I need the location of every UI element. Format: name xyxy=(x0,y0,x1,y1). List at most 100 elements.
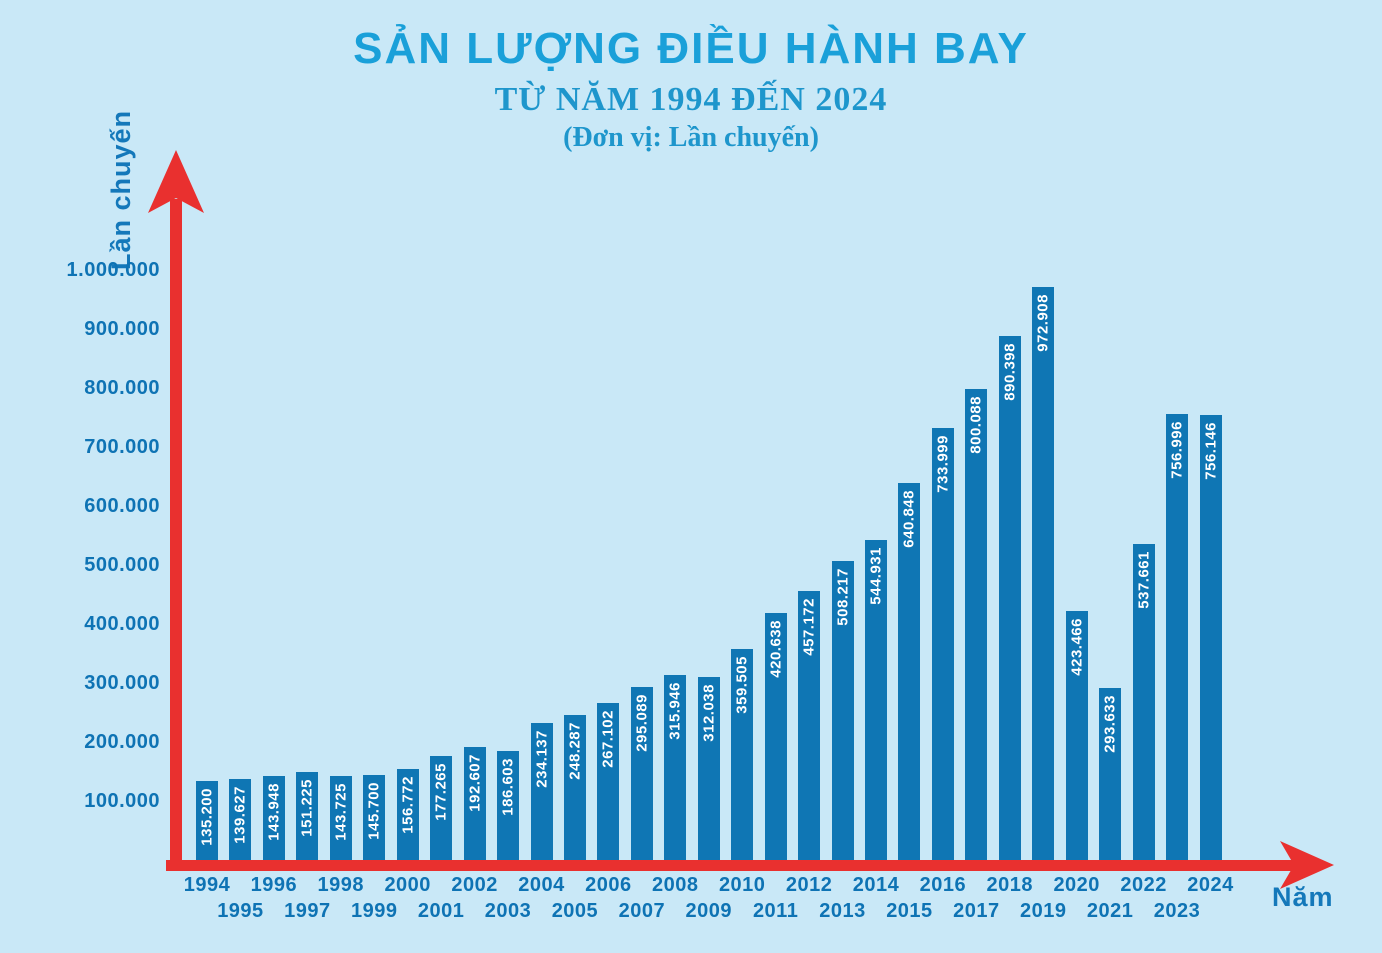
bar-2024: 756.146 xyxy=(1199,414,1222,866)
chart-unit-note: (Đơn vị: Lần chuyến) xyxy=(563,122,819,153)
x-tick-2016: 2016 xyxy=(919,874,967,896)
x-tick-2013: 2013 xyxy=(819,900,866,922)
bar-value-label: 537.661 xyxy=(1135,550,1153,609)
y-axis-line xyxy=(170,199,182,871)
bar-value-label: 267.102 xyxy=(599,710,617,769)
bar-value-label: 972.908 xyxy=(1034,293,1052,352)
bar-2001: 177.265 xyxy=(430,756,453,866)
x-tick-2011: 2011 xyxy=(752,900,799,922)
bar-value-label: 640.848 xyxy=(900,489,918,548)
bar-value-label: 544.931 xyxy=(867,546,885,605)
y-axis-arrow-icon xyxy=(148,150,204,213)
bar-2000: 156.772 xyxy=(396,768,419,866)
chart-header: SẢN LƯỢNG ĐIỀU HÀNH BAY TỪ NĂM 1994 ĐẾN … xyxy=(0,24,1382,154)
x-tick-2024: 2024 xyxy=(1187,874,1234,896)
x-tick-2020: 2020 xyxy=(1053,874,1100,896)
chart-title: SẢN LƯỢNG ĐIỀU HÀNH BAY xyxy=(353,24,1029,73)
bar-value-label: 756.996 xyxy=(1168,421,1186,480)
bar-value-label: 177.265 xyxy=(432,763,450,822)
bar-value-label: 295.089 xyxy=(633,693,651,752)
bar-value-label: 186.603 xyxy=(499,757,517,816)
bar-2003: 186.603 xyxy=(497,750,520,866)
bar-2022: 537.661 xyxy=(1132,543,1155,866)
bar-value-label: 156.772 xyxy=(399,775,417,834)
bar-2011: 420.638 xyxy=(764,612,787,866)
x-tick-1994: 1994 xyxy=(183,874,231,896)
x-tick-2004: 2004 xyxy=(518,874,565,896)
x-tick-2006: 2006 xyxy=(585,874,632,896)
x-axis-title: Năm xyxy=(1272,882,1334,912)
bar-value-label: 145.700 xyxy=(365,782,383,840)
x-tick-1996: 1996 xyxy=(250,874,298,896)
bar-1994: 135.200 xyxy=(196,781,218,866)
bar-value-label: 800.088 xyxy=(967,395,985,454)
bar-value-label: 312.038 xyxy=(700,683,718,742)
bar-value-label: 756.146 xyxy=(1202,421,1219,480)
bar-2013: 508.217 xyxy=(831,561,854,866)
bar-2007: 295.089 xyxy=(630,686,653,866)
bar-2017: 800.088 xyxy=(965,388,988,866)
x-tick-2003: 2003 xyxy=(484,900,532,922)
x-tick-2000: 2000 xyxy=(384,874,431,896)
x-tick-1997: 1997 xyxy=(284,900,331,922)
x-tick-2017: 2017 xyxy=(953,900,1000,922)
bar-2023: 756.996 xyxy=(1166,414,1189,866)
bar-2014: 544.931 xyxy=(865,539,887,866)
x-tick-2023: 2023 xyxy=(1153,900,1201,922)
x-tick-2018: 2018 xyxy=(986,874,1034,896)
x-tick-2019: 2019 xyxy=(1020,900,1067,922)
x-tick-2007: 2007 xyxy=(618,900,666,922)
bar-value-label: 143.948 xyxy=(265,783,283,841)
x-tick-2002: 2002 xyxy=(451,874,498,896)
x-tick-2001: 2001 xyxy=(417,900,465,922)
bar-value-label: 423.466 xyxy=(1068,618,1086,676)
bar-value-label: 508.217 xyxy=(834,568,852,626)
bar-2016: 733.999 xyxy=(931,427,954,866)
bar-value-label: 420.638 xyxy=(767,619,785,678)
bar-value-label: 457.172 xyxy=(800,598,818,657)
y-tick-300.000: 300.000 xyxy=(84,672,160,694)
y-tick-1.000.000: 1.000.000 xyxy=(66,259,160,281)
bar-2020: 423.466 xyxy=(1065,611,1088,866)
bar-value-label: 234.137 xyxy=(533,729,550,788)
bar-2009: 312.038 xyxy=(697,676,720,866)
x-tick-2009: 2009 xyxy=(685,900,732,922)
bar-value-label: 139.627 xyxy=(231,785,249,844)
bar-value-label: 359.505 xyxy=(733,655,751,714)
bar-2004: 234.137 xyxy=(530,722,553,866)
x-tick-2005: 2005 xyxy=(551,900,599,922)
bar-2019: 972.908 xyxy=(1032,286,1055,866)
x-tick-2010: 2010 xyxy=(718,874,766,896)
bar-value-label: 315.946 xyxy=(666,681,684,740)
x-tick-2015: 2015 xyxy=(886,900,933,922)
bar-2018: 890.398 xyxy=(998,335,1021,866)
x-tick-1999: 1999 xyxy=(351,900,398,922)
x-tick-2012: 2012 xyxy=(785,874,833,896)
bar-value-label: 192.607 xyxy=(466,754,484,813)
bar-value-label: 890.398 xyxy=(1001,342,1019,401)
x-tick-2021: 2021 xyxy=(1086,900,1134,922)
bar-2008: 315.946 xyxy=(664,674,687,866)
bar-2012: 457.172 xyxy=(798,591,821,866)
y-tick-600.000: 600.000 xyxy=(84,495,160,517)
x-tick-2008: 2008 xyxy=(652,874,699,896)
x-tick-1995: 1995 xyxy=(217,900,264,922)
bar-1997: 151.225 xyxy=(296,771,319,866)
bar-1999: 145.700 xyxy=(363,775,386,866)
bar-value-label: 143.725 xyxy=(332,783,350,841)
bar-value-label: 733.999 xyxy=(934,434,952,493)
bar-1995: 139.627 xyxy=(229,778,252,866)
y-tick-200.000: 200.000 xyxy=(84,731,160,753)
y-tick-500.000: 500.000 xyxy=(84,554,160,576)
x-tick-1998: 1998 xyxy=(317,874,365,896)
bar-1996: 143.948 xyxy=(262,776,285,866)
y-tick-700.000: 700.000 xyxy=(84,436,160,458)
bar-2006: 267.102 xyxy=(597,703,620,866)
bar-value-label: 293.633 xyxy=(1101,694,1119,753)
bar-2010: 359.505 xyxy=(731,648,754,866)
x-tick-2014: 2014 xyxy=(852,874,900,896)
bar-2015: 640.848 xyxy=(898,482,921,866)
y-tick-100.000: 100.000 xyxy=(84,790,160,812)
chart-subtitle: TỪ NĂM 1994 ĐẾN 2024 xyxy=(494,81,888,118)
